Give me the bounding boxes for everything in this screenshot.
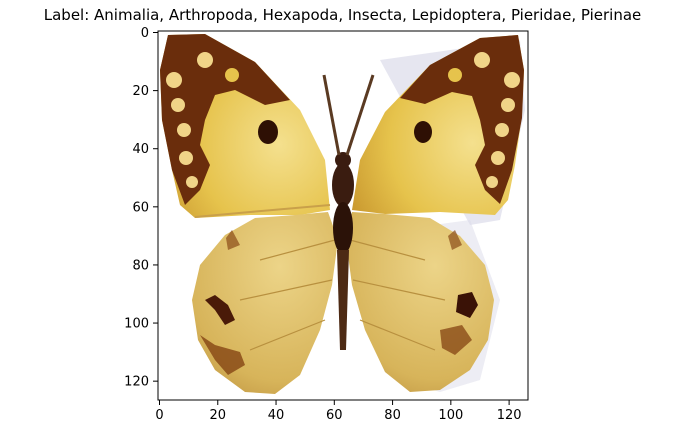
y-tick-label: 40 (132, 142, 149, 157)
y-tick-label: 100 (124, 317, 149, 332)
y-axis: 0 20 40 60 80 100 120 (124, 26, 158, 390)
x-tick-label: 0 (155, 408, 163, 423)
x-tick-label: 80 (384, 408, 401, 423)
right-hindwing (346, 212, 494, 392)
x-tick-label: 100 (438, 408, 463, 423)
y-tick-label: 120 (124, 375, 149, 390)
x-tick-label: 60 (326, 408, 343, 423)
x-tick-label: 40 (268, 408, 285, 423)
axes-frame (157, 30, 529, 401)
x-tick-label: 120 (497, 408, 522, 423)
butterfly-body (332, 152, 354, 350)
x-tick-label: 20 (209, 408, 226, 423)
antennae (322, 74, 375, 156)
y-tick-label: 0 (141, 26, 149, 41)
y-tick-label: 20 (132, 84, 149, 99)
y-tick-label: 80 (132, 258, 149, 273)
left-forewing (160, 34, 331, 218)
left-hindwing (192, 212, 338, 394)
right-forewing (352, 35, 524, 215)
butterfly-image (158, 31, 528, 400)
y-tick-label: 60 (132, 200, 149, 215)
x-axis: 0 20 40 60 80 100 120 (155, 400, 522, 423)
figure-title: Label: Animalia, Arthropoda, Hexapoda, I… (43, 6, 642, 24)
